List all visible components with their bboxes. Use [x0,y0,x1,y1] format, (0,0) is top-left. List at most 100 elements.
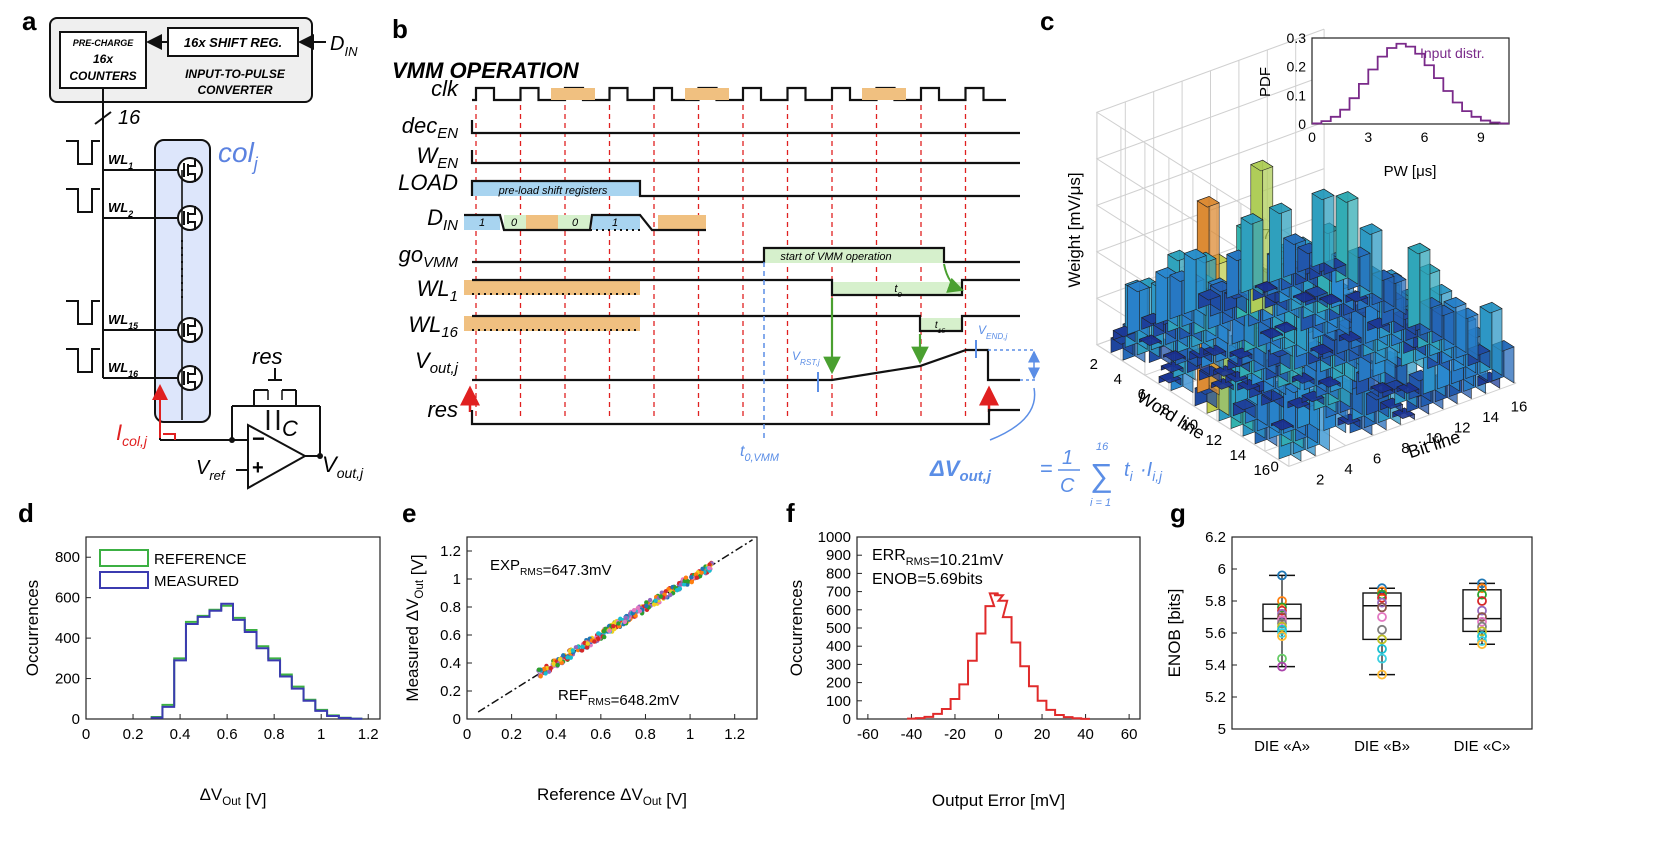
t0vmm-label: t0,VMM [740,443,780,464]
f-ytick: 700 [826,584,851,601]
panel-c-3d: 01530456075Weight [mV/μs]246810121416246… [1065,28,1527,488]
g-point [1477,626,1487,637]
column-label: colj [218,137,259,174]
weight-bar [1259,327,1284,339]
word-line-tick: 8 [1162,401,1170,418]
vmm-title: VMM OPERATION [392,58,580,83]
wl-label-2: WL2 [108,200,133,219]
d-ytick: 600 [55,590,80,607]
e-point [644,603,649,609]
wl-pulse-15 [66,300,100,325]
g-ylabel: ENOB [bits] [1165,589,1184,678]
t0-label: t0 [894,283,902,299]
panel-e-scatter: 0 0.2 0.4 0.6 0.8 1 1.2 0 0.2 0.4 0.6 0.8 1 1.2 EXPRMS… [403,536,758,809]
e-point [546,669,552,674]
eq-denominator: C [1060,475,1075,497]
start-vmm-label: start of VMM operation [780,251,891,263]
eq-equals: = [1040,456,1053,481]
vout-label: Vout,j [322,452,364,481]
cap-label: C [282,416,298,441]
g-point [1377,586,1387,597]
vend-label: VEND,j [978,323,1008,341]
res-label: res [252,344,283,369]
e-point [585,641,590,646]
e-point [573,645,579,650]
weight-bar [1407,242,1431,331]
wl-pulse-2 [66,188,100,213]
e-ytick: 0.2 [440,683,461,700]
e-point [700,566,705,571]
e-point [651,602,657,607]
f-xtick: -60 [857,726,879,743]
g-point [1377,602,1387,613]
g-point [1477,639,1487,650]
din-bit-label-2: 0 [572,217,579,229]
e-xtick: 0.2 [501,726,522,743]
inset-legend: Input distr. [1420,45,1485,61]
g-point [1477,596,1487,606]
govmm-fill [764,248,944,263]
d-xtick: 1 [317,726,325,743]
e-point [668,592,673,598]
e-point [584,645,590,650]
g-point [1377,634,1387,645]
icol-label: Icol,j [116,420,148,449]
panel-letter-g: g [1170,498,1186,528]
e-point [637,609,643,614]
din-bit-5 [592,215,640,230]
e-point [622,619,628,625]
e-point [618,616,623,622]
word-line-tick: 16 [1253,462,1270,479]
wl1-orange [464,280,640,295]
bus-width-label: 16 [118,107,141,129]
e-xtick: 0.4 [546,726,567,743]
e-ytick: 0.6 [440,627,461,644]
signal-label-govmm: goVMM [399,242,459,271]
e-point [681,582,687,587]
panel-f-histogram: -60 -40 -20 0 20 40 60010020030040050060070080… [787,529,1141,810]
bit-line-tick: 4 [1344,461,1352,478]
e-point [542,666,547,672]
g-point [1377,592,1387,603]
wl-label-16: WL16 [108,360,138,379]
f-xtick: -40 [901,726,923,743]
inset-ytick: 0.2 [1287,59,1307,75]
res-waveform [470,408,1020,426]
bit-line-tick: 14 [1482,409,1499,426]
e-ytick: 0.4 [440,655,461,672]
g-point [1377,612,1387,622]
d-ylabel: Occurrences [23,580,42,676]
f-ytick: 500 [826,620,851,637]
e-point [677,586,683,591]
weight-bar [1162,350,1187,362]
wl-label-15: WL15 [108,312,139,331]
d-legend-label-1: MEASURED [154,573,239,590]
d-ytick: 0 [72,711,80,728]
panel-letter-d: d [18,498,34,528]
bit-line-tick: 12 [1454,419,1471,436]
govmm-arrow [943,263,964,293]
f-xtick: 40 [1077,726,1094,743]
g-point [1277,570,1287,581]
eq-sum-top: 16 [1096,441,1109,453]
d-xlabel: ΔVOut [V] [200,785,267,809]
e-point [568,655,574,660]
g-ytick: 6 [1218,561,1226,578]
weight-bar [1287,396,1311,411]
panel-letter-c: c [1040,6,1054,36]
e-point [596,631,601,636]
g-point [1377,583,1387,594]
g-point [1477,612,1487,622]
din-bit-label-1: 0 [511,217,518,229]
g-box-1 [1362,592,1402,641]
vrst-label: VRST,j [792,349,820,367]
e-point [557,657,563,662]
d-frame [85,536,381,720]
g-ytick: 5.8 [1205,593,1226,610]
f-ytick: 800 [826,565,851,582]
d-xtick: 0.6 [217,726,238,743]
e-xtick: 1 [686,726,694,743]
panel-letter-f: f [786,498,795,528]
e-point [694,575,700,580]
